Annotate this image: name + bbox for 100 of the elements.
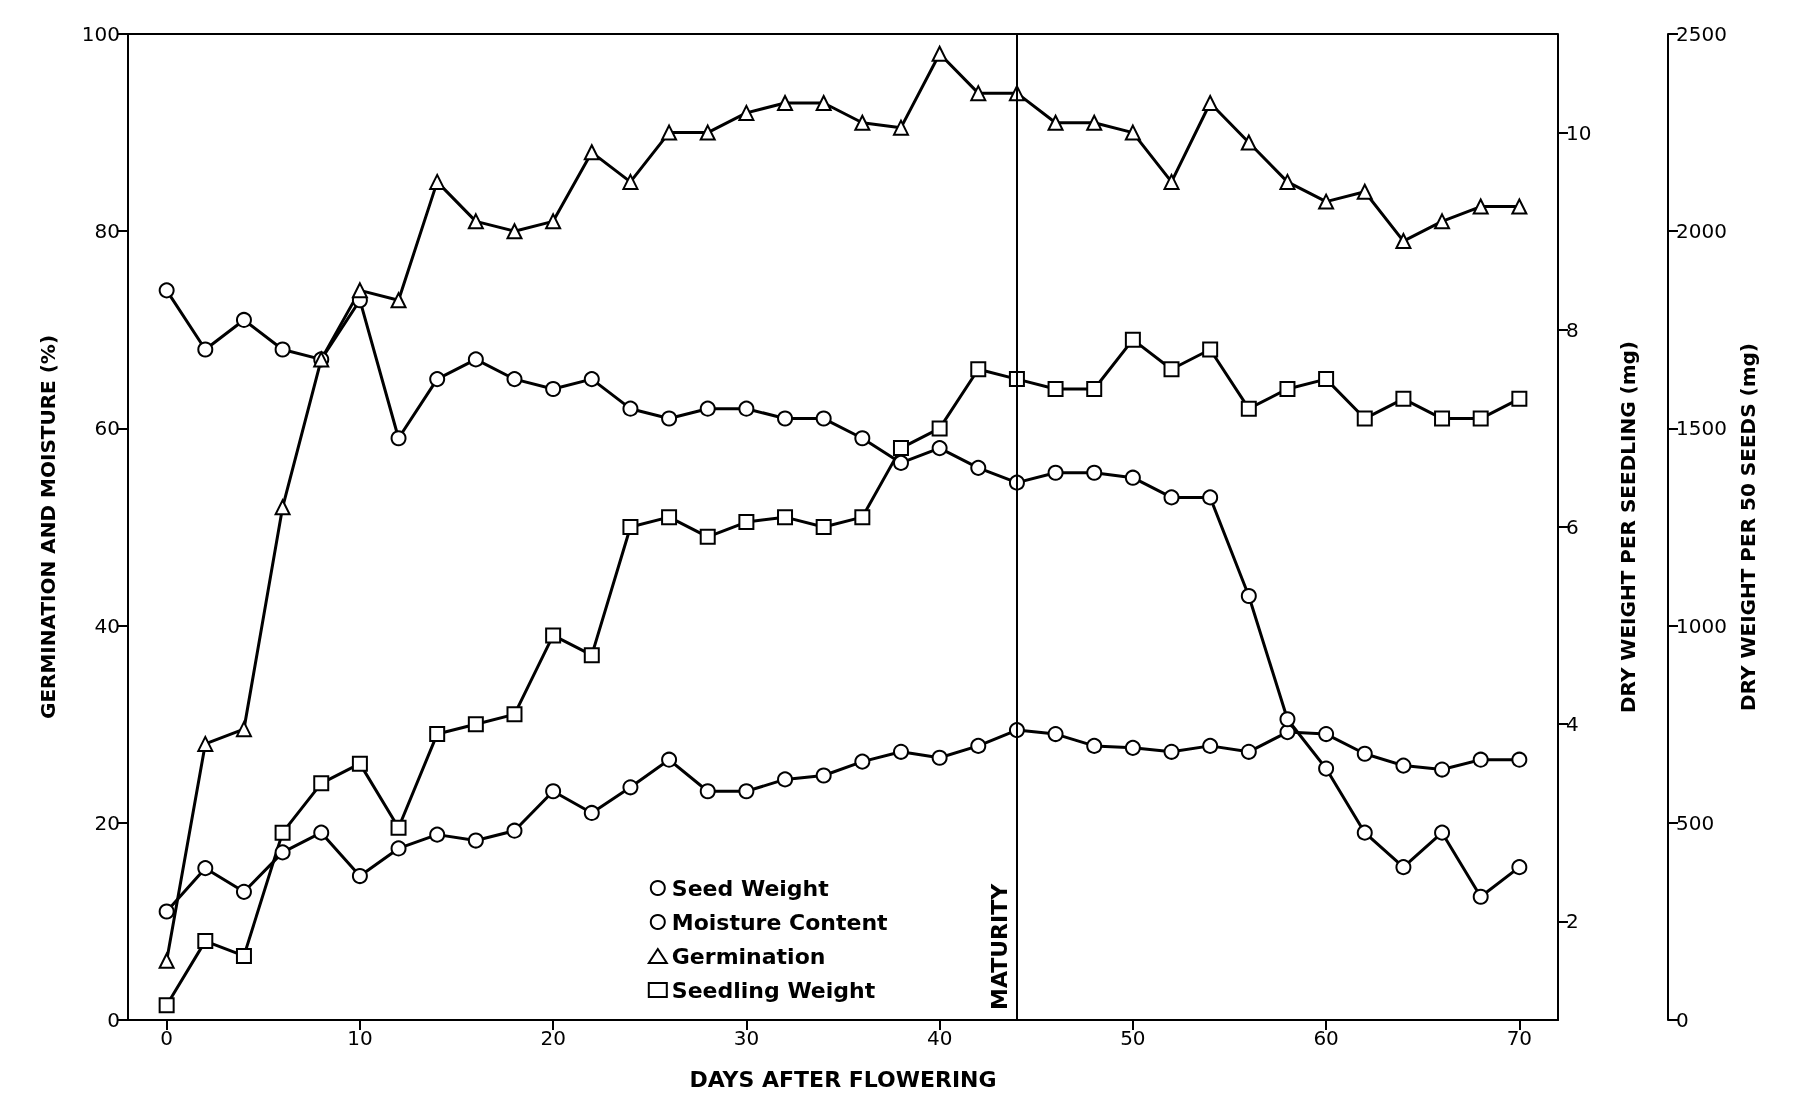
point: [313, 775, 330, 792]
point: [815, 519, 832, 535]
point: [197, 341, 214, 358]
point: [622, 400, 639, 417]
ref-line-label: MATURITY: [987, 882, 1013, 1010]
point: [622, 779, 639, 796]
point: [158, 997, 175, 1014]
point: [158, 903, 175, 920]
y3-tick-label: 500: [1676, 810, 1715, 835]
point: [545, 627, 562, 644]
point: [1472, 410, 1489, 427]
point: [1124, 124, 1141, 141]
point: [931, 440, 948, 457]
point: [1047, 114, 1064, 131]
point: [1434, 824, 1451, 841]
point: [1511, 198, 1528, 215]
x-tick-label: 20: [540, 1026, 566, 1050]
point: [1511, 859, 1528, 876]
point: [854, 509, 871, 526]
point: [1356, 745, 1373, 762]
point: [1279, 711, 1296, 728]
y-tick-label: 100: [81, 22, 120, 46]
point: [390, 430, 407, 447]
x-axis-title: DAYS AFTER FLOWERING: [689, 1066, 997, 1092]
point: [158, 282, 175, 299]
point: [583, 144, 600, 161]
point: [274, 844, 291, 861]
y2-tick-label: 8: [1566, 317, 1579, 342]
point: [274, 824, 291, 841]
point: [506, 822, 523, 839]
point: [506, 371, 523, 388]
x-tick-label: 70: [1506, 1026, 1533, 1050]
point: [1047, 380, 1064, 397]
legend-label: Seedling Weight: [671, 977, 876, 1003]
point: [506, 223, 523, 240]
y-axis-title: GERMINATION AND MOISTURE (%): [36, 334, 60, 720]
point: [1472, 198, 1489, 215]
point: [892, 454, 909, 471]
point: [777, 95, 794, 112]
point: [429, 726, 446, 743]
point: [661, 410, 678, 427]
point: [1047, 464, 1064, 481]
point: [1395, 859, 1412, 876]
point: [197, 735, 214, 752]
point: [931, 45, 948, 62]
point: [738, 104, 755, 121]
point: [351, 868, 368, 885]
y-tick-label: 80: [94, 219, 120, 244]
y-tick-label: 60: [94, 416, 120, 441]
point: [351, 755, 368, 772]
point: [1163, 361, 1180, 378]
point: [545, 213, 562, 230]
point: [1511, 390, 1528, 407]
point: [235, 311, 252, 328]
point: [892, 440, 909, 457]
point: [738, 514, 755, 531]
y3-tick-label: 0: [1676, 1008, 1689, 1032]
point: [738, 783, 755, 800]
point: [583, 647, 600, 664]
point: [1279, 380, 1296, 397]
point: [970, 737, 987, 754]
y2-tick-label: 2: [1566, 909, 1579, 934]
point: [583, 804, 600, 821]
point: [429, 826, 446, 843]
point: [1124, 469, 1141, 486]
y3-tick-label: 2000: [1676, 219, 1727, 244]
point: [1124, 331, 1141, 348]
point: [1163, 743, 1180, 760]
point: [892, 119, 909, 136]
point: [777, 771, 794, 788]
point: [1163, 489, 1180, 506]
point: [158, 952, 175, 969]
point: [1086, 114, 1103, 131]
y-tick-label: 20: [94, 810, 120, 835]
y-tick-label: 0: [107, 1008, 120, 1032]
point: [313, 824, 330, 841]
point: [1240, 134, 1257, 151]
point: [545, 380, 562, 397]
point: [1356, 824, 1373, 841]
legend-label: Seed Weight: [671, 875, 830, 901]
point: [351, 282, 368, 299]
y-tick-label: 40: [94, 613, 120, 638]
x-tick-label: 60: [1313, 1026, 1339, 1050]
point: [197, 933, 214, 950]
point: [1356, 410, 1373, 427]
y3-tick-label: 1000: [1676, 613, 1727, 638]
point: [1240, 588, 1257, 605]
point: [235, 883, 252, 900]
x-tick-label: 0: [160, 1026, 174, 1050]
point: [738, 400, 755, 417]
point: [429, 173, 446, 190]
point: [1472, 751, 1489, 768]
point: [815, 767, 832, 784]
point: [699, 400, 716, 417]
point: [467, 213, 484, 230]
point: [777, 509, 794, 526]
y3-tick-label: 2500: [1676, 22, 1727, 46]
point: [1202, 95, 1219, 112]
point: [622, 519, 639, 535]
x-tick-label: 10: [347, 1026, 373, 1050]
